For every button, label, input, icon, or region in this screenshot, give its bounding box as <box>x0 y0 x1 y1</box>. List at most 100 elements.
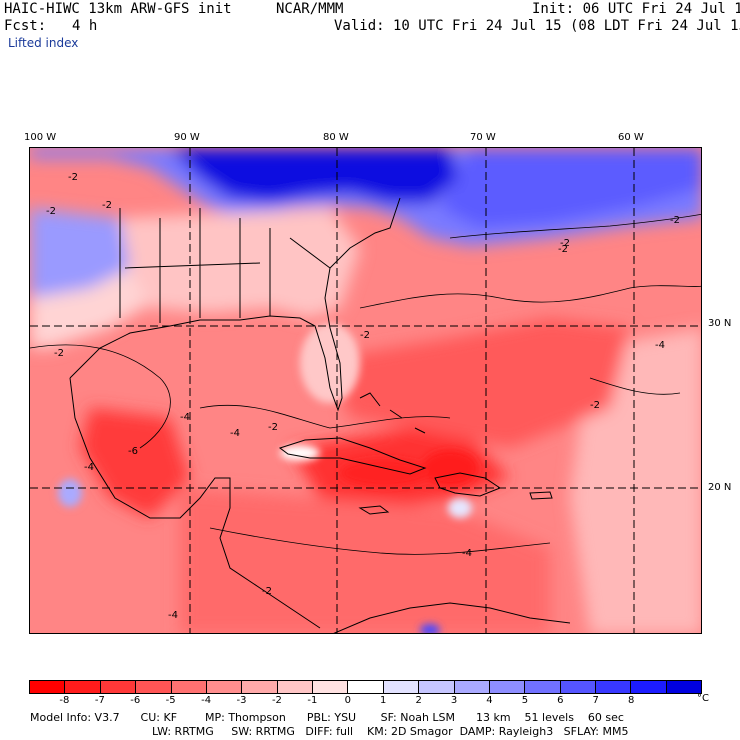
contour-label: -2 <box>262 586 272 597</box>
colorbar-tick-label: 6 <box>557 695 564 706</box>
model-info-line1: Model Info: V3.7 CU: KF MP: Thompson PBL… <box>30 711 624 724</box>
contour-label: -4 <box>230 428 240 439</box>
pale-cuba <box>280 445 320 461</box>
pale-pr <box>448 498 472 518</box>
contour-line-6 <box>589 377 681 395</box>
colorbar-cell <box>665 681 702 693</box>
contour-label: -2 <box>46 206 56 217</box>
contour-line-5 <box>209 527 551 555</box>
lon-label-100w: 100 W <box>24 132 57 143</box>
colorbar-cell <box>630 681 666 693</box>
lon-label-70w: 70 W <box>470 132 496 143</box>
colorbar-cell <box>488 681 525 693</box>
colorbar-cell <box>64 681 100 693</box>
lat-label-20n: 20 N <box>708 482 732 493</box>
colorbar-tick-label: 7 <box>592 695 599 706</box>
colorbar-tick-label: 0 <box>344 695 351 706</box>
colorbar-cell <box>595 681 631 693</box>
colorbar-cell <box>241 681 277 693</box>
contour-label: -4 <box>168 610 178 621</box>
colorbar-tick-label: -6 <box>130 695 141 706</box>
colorbar-cell <box>312 681 348 693</box>
south-america-coast <box>333 602 571 633</box>
stable-east <box>440 148 701 228</box>
contour-line-3 <box>359 285 701 309</box>
contour-label: -4 <box>180 412 190 423</box>
colorbar <box>29 680 702 694</box>
contour-label: -2 <box>54 348 64 359</box>
cuba-outline <box>278 437 427 475</box>
colorbar-tick-label: -3 <box>236 695 247 706</box>
stable-west <box>30 208 130 298</box>
contour-lines <box>30 213 701 555</box>
contour-label: -2 <box>268 422 278 433</box>
init-time: Init: 06 UTC Fri 24 Jul 15 <box>532 1 740 17</box>
contour-label: -2 <box>360 330 370 341</box>
blue-venezuela <box>420 624 440 633</box>
field-name: Lifted index <box>8 36 79 50</box>
max-cell-cuba <box>340 459 430 487</box>
model-title: HAIC-HIWC 13km ARW-GFS init <box>4 1 232 17</box>
stable-core-north <box>170 148 460 203</box>
lon-label-90w: 90 W <box>174 132 200 143</box>
map-canvas: -2 -2 -2 -2 -2 -2 -2 -4 -4 -4 -4 -6 -4 -… <box>30 148 701 633</box>
field-details <box>58 323 478 633</box>
center-label: NCAR/MMM <box>276 1 344 17</box>
hispaniola-outline <box>434 472 502 497</box>
jamaica-outline <box>358 505 390 515</box>
contour-label: -2 <box>670 215 680 226</box>
lon-label-80w: 80 W <box>323 132 349 143</box>
colorbar-cell <box>418 681 454 693</box>
contour-label: -2 <box>590 400 600 411</box>
colorbar-tick-label: -2 <box>271 695 282 706</box>
colorbar-cell <box>205 681 242 693</box>
colorbar-cell <box>524 681 560 693</box>
contour-label: -4 <box>84 462 94 473</box>
bahamas-outline <box>359 392 426 434</box>
colorbar-cell <box>170 681 206 693</box>
valid-time: Valid: 10 UTC Fri 24 Jul 15 (08 LDT Fri … <box>334 18 740 34</box>
colorbar-tick-label: -7 <box>94 695 105 706</box>
colorbar-tick-label: 4 <box>486 695 493 706</box>
contour-label: -4 <box>655 340 665 351</box>
colorbar-tick-label: 3 <box>450 695 458 706</box>
model-info-line2: LW: RRTMG SW: RRTMG DIFF: full KM: 2D Sm… <box>152 725 629 738</box>
colorbar-tick-label: -4 <box>201 695 212 706</box>
contour-line-1 <box>30 344 171 449</box>
colorbar-tick-label: 1 <box>380 695 387 706</box>
colorbar-cell <box>99 681 136 693</box>
contour-label: -2 <box>560 238 570 249</box>
colorbar-cell <box>453 681 489 693</box>
colorbar-cell <box>347 681 383 693</box>
lifted-index-map: -2 -2 -2 -2 -2 -2 -2 -4 -4 -4 -4 -6 -4 -… <box>29 147 702 634</box>
contour-label: -2 <box>102 200 112 211</box>
contour-line-4 <box>449 213 701 239</box>
contour-label: -2 <box>558 244 568 255</box>
unstable-central <box>330 318 630 448</box>
colorbar-cell <box>276 681 312 693</box>
puerto-rico-outline <box>529 491 553 500</box>
mexico-coast <box>69 377 321 629</box>
contour-label: -6 <box>128 446 138 457</box>
state-borders <box>119 208 331 323</box>
unstable-gulf <box>80 408 190 518</box>
colorbar-tick-label: -1 <box>307 695 318 706</box>
colorbar-unit: °C <box>697 693 709 704</box>
graticule <box>30 148 701 633</box>
max-cell-hispaniola <box>422 450 478 486</box>
us-gulf-coast <box>69 197 401 412</box>
colorbar-cell <box>559 681 595 693</box>
contour-line-2 <box>199 404 451 429</box>
colorbar-cell <box>382 681 419 693</box>
pale-florida <box>300 323 360 403</box>
lat-label-30n: 30 N <box>708 318 732 329</box>
colorbar-cell <box>135 681 171 693</box>
coastlines <box>69 197 571 633</box>
blue-mexico <box>58 479 82 507</box>
colorbar-tick-label: -8 <box>59 695 70 706</box>
contour-label: -4 <box>462 548 472 559</box>
colorbar-tick-label: 2 <box>415 695 422 706</box>
colorbar-tick-label: 8 <box>627 695 635 706</box>
forecast-hour: 4 h <box>72 18 98 34</box>
contour-label-group: -2 -2 -2 -2 -2 -2 -2 -4 -4 -4 -4 -6 -4 -… <box>46 172 680 621</box>
